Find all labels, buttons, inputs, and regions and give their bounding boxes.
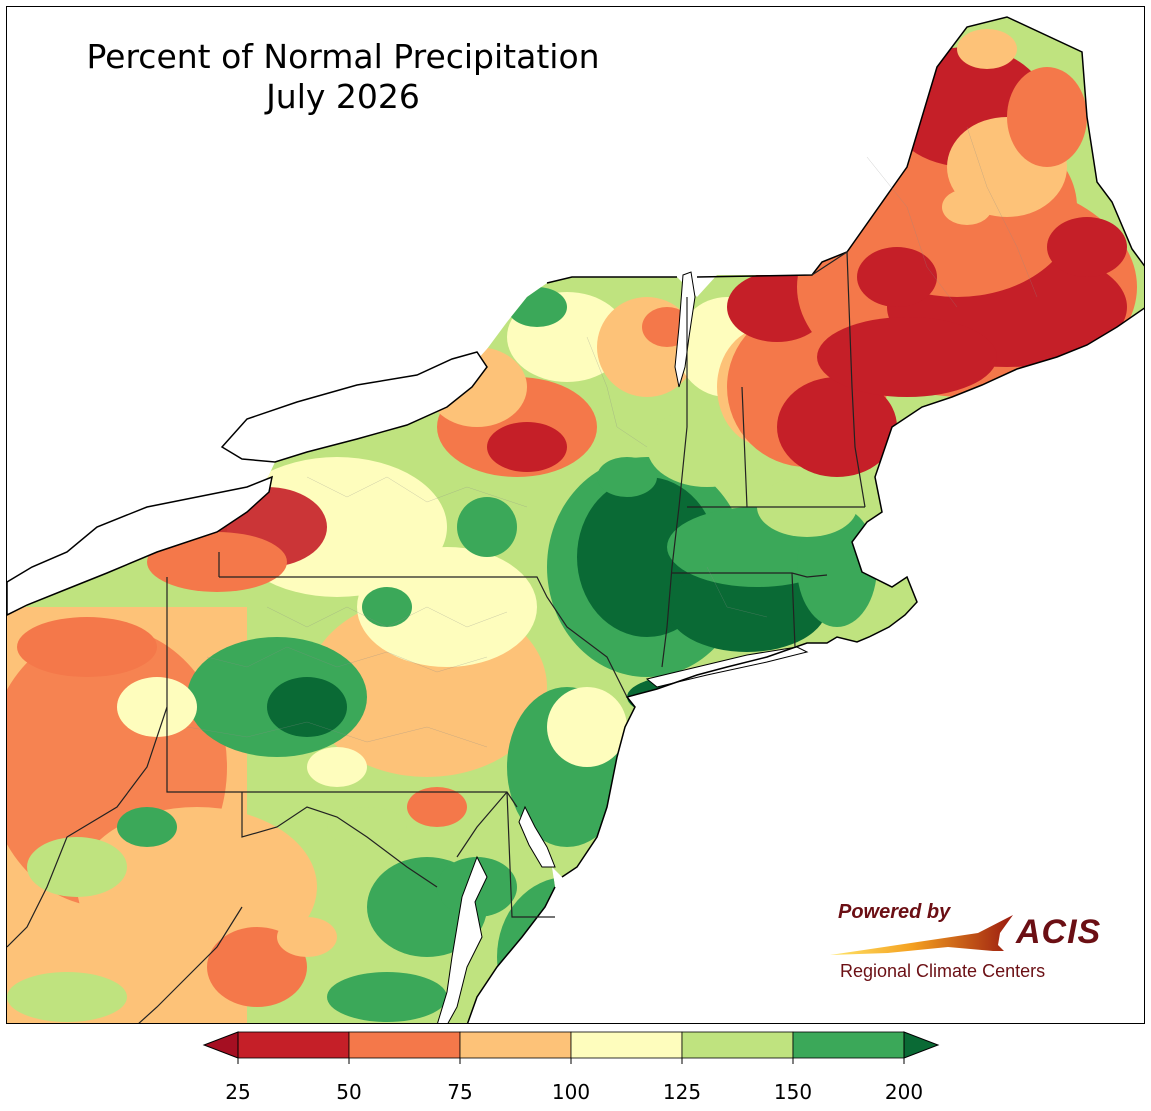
map-frame <box>6 6 1145 1024</box>
colorbar-tick-label: 25 <box>225 1080 251 1104</box>
coastline <box>466 16 1144 1023</box>
colorbar-tick-label: 50 <box>336 1080 362 1104</box>
map-subtitle: July 2026 <box>266 77 420 116</box>
colorbar-tick-label: 200 <box>884 1080 924 1104</box>
colorbar-tick-label: 125 <box>662 1080 702 1104</box>
colorbar-tick-label: 100 <box>551 1080 591 1104</box>
colorbar-bin <box>459 1031 572 1059</box>
acis-logo: Powered by ACIS Regional Climate Centers <box>828 895 1118 990</box>
colorbar-tick-label: 150 <box>773 1080 813 1104</box>
lake-ontario <box>220 351 488 463</box>
colorbar-bin <box>570 1031 683 1059</box>
colorbar <box>202 1031 940 1064</box>
colorbar-over-arrow <box>903 1031 940 1059</box>
chesapeake-bay <box>437 855 488 1023</box>
acis-swoosh-graphic <box>830 915 1013 955</box>
logo-regional-climate-centers: Regional Climate Centers <box>840 961 1046 981</box>
logo-acis: ACIS <box>1016 913 1102 951</box>
lake-champlain <box>674 271 696 388</box>
lake-erie <box>7 475 274 616</box>
precipitation-map <box>7 7 1144 1023</box>
colorbar-bin <box>681 1031 794 1059</box>
logo-powered-by: Powered by <box>838 901 951 923</box>
state-boundaries <box>7 250 866 1023</box>
colorbar-under-arrow <box>202 1031 239 1059</box>
colorbar-tick-label: 75 <box>447 1080 473 1104</box>
county-lines <box>186 126 1038 748</box>
colorbar-bin <box>348 1031 461 1059</box>
map-title: Percent of Normal Precipitation <box>86 37 600 76</box>
colorbar-bin <box>237 1031 350 1059</box>
colorbar-bin <box>792 1031 905 1059</box>
delaware-bay <box>518 805 556 868</box>
